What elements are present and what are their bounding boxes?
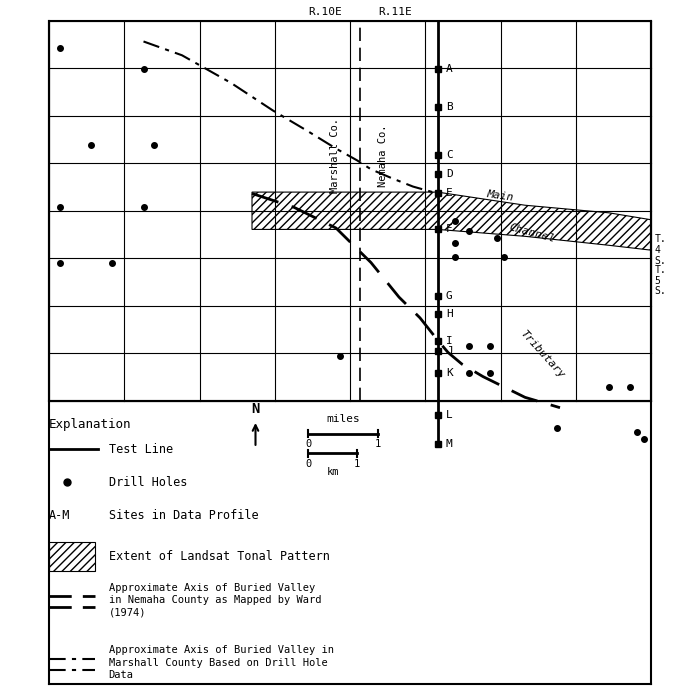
Text: Channel: Channel [508, 223, 556, 245]
Text: 0: 0 [305, 439, 311, 449]
Text: D: D [446, 169, 453, 179]
Text: Test Line: Test Line [108, 443, 173, 455]
Text: Extent of Landsat Tonal Pattern: Extent of Landsat Tonal Pattern [108, 550, 330, 562]
Text: Sites in Data Profile: Sites in Data Profile [108, 509, 258, 522]
Text: A: A [446, 64, 453, 74]
Text: Explanation: Explanation [49, 418, 132, 431]
Text: km: km [326, 467, 339, 477]
Text: G: G [446, 291, 453, 301]
Bar [49, 21, 651, 401]
Text: T.
5
S.: T. 5 S. [654, 265, 666, 296]
Text: E: E [446, 189, 453, 198]
Text: K: K [446, 368, 453, 378]
Text: Marshall Co.: Marshall Co. [330, 118, 340, 193]
Text: F: F [446, 225, 453, 234]
Text: Nemaha Co.: Nemaha Co. [378, 124, 388, 187]
Text: Main: Main [486, 189, 514, 203]
Text: A-M: A-M [49, 509, 71, 522]
Text: miles: miles [326, 415, 360, 424]
Text: 0: 0 [305, 459, 311, 468]
Text: 1: 1 [354, 459, 360, 468]
Text: H: H [446, 310, 453, 319]
Text: M: M [446, 439, 453, 448]
Text: I: I [446, 336, 453, 346]
Text: R.10E: R.10E [308, 8, 342, 17]
Text: Approximate Axis of Buried Valley
in Nemaha County as Mapped by Ward
(1974): Approximate Axis of Buried Valley in Nem… [108, 583, 321, 618]
Text: Drill Holes: Drill Holes [108, 476, 187, 489]
Text: R.11E: R.11E [378, 8, 412, 17]
Bar [49, 542, 94, 571]
Text: Tributary: Tributary [519, 328, 566, 380]
Text: J: J [446, 346, 453, 356]
Text: 1: 1 [375, 439, 381, 449]
Text: Approximate Axis of Buried Valley in
Marshall County Based on Drill Hole
Data: Approximate Axis of Buried Valley in Mar… [108, 645, 333, 680]
Text: C: C [446, 151, 453, 160]
Text: T.
4
S.: T. 4 S. [654, 234, 666, 266]
Text: B: B [446, 102, 453, 112]
Text: N: N [251, 402, 260, 416]
Text: L: L [446, 410, 453, 419]
